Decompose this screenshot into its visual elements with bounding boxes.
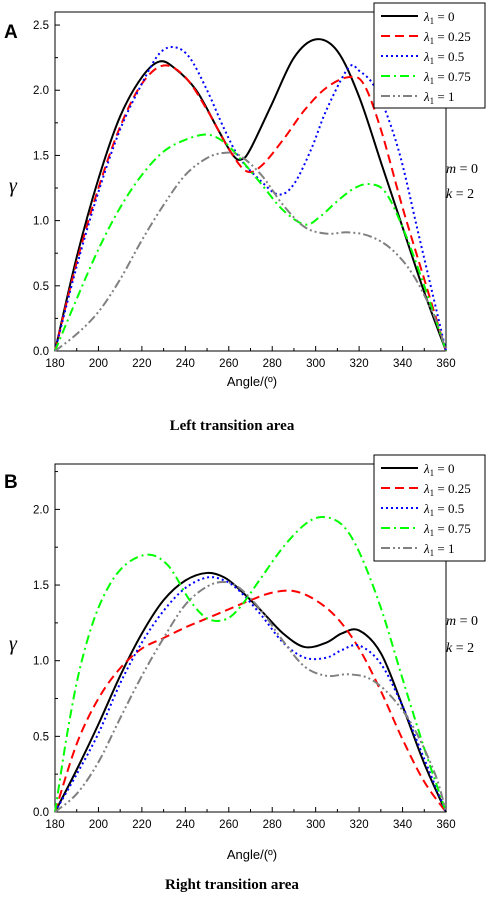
series-line-2	[54, 576, 447, 813]
y-tick-label: 1.0	[33, 216, 49, 228]
y-tick-label: 1.5	[33, 580, 49, 592]
x-tick-label: 180	[45, 819, 64, 831]
x-tick-label: 200	[89, 358, 108, 370]
legend-b: λ1 = 0 λ1 = 0.25 λ1 = 0.5 λ1 = 0.75 λ1 = 1	[373, 454, 486, 562]
x-tick-label: 280	[263, 819, 282, 831]
x-tick-label: 340	[393, 819, 412, 831]
y-axis-label-a: γ	[9, 175, 18, 197]
y-tick-label: 0.0	[33, 807, 49, 819]
x-tick-label: 320	[350, 819, 369, 831]
x-tick-label: 300	[306, 819, 325, 831]
ticks-b: 180 200 220 240 260 280 300 320 340 360 0.0 0.5 1.0 1…	[33, 471, 456, 831]
x-tick-label: 360	[436, 819, 455, 831]
chart-panel-a: A γ 180 200 220 240 260 280 300 320 340 360 0.0 0.5…	[4, 2, 486, 434]
caption-b: Right transition area	[165, 877, 299, 893]
legend-label-4: λ1 = 1	[423, 541, 454, 558]
legend-label-2: λ1 = 0.5	[423, 501, 464, 518]
y-tick-label: 0.5	[33, 281, 49, 293]
ticks-a: 180 200 220 240 260 280 300 320 340 360 0.0 0.5 1.0 1…	[33, 20, 456, 370]
y-tick-label: 1.0	[33, 656, 49, 668]
series-line-2	[54, 46, 447, 352]
legend-label-3: λ1 = 0.75	[423, 521, 471, 538]
series-line-0	[54, 571, 447, 813]
series-a	[54, 38, 447, 352]
x-tick-label: 240	[176, 819, 195, 831]
y-tick-label: 0.0	[33, 346, 49, 358]
panel-label-a: A	[4, 22, 18, 43]
annotation-m-b: m = 0	[446, 614, 478, 629]
series-line-3	[54, 133, 447, 352]
legend-label-1: λ1 = 0.25	[423, 29, 471, 46]
x-tick-label: 260	[219, 819, 238, 831]
x-axis-label-b: Angle/(º)	[227, 847, 277, 862]
x-tick-label: 180	[45, 358, 64, 370]
panel-label-b: B	[4, 472, 18, 493]
y-tick-label: 2.0	[33, 85, 49, 97]
series-b	[54, 515, 447, 813]
legend-label-2: λ1 = 0.5	[423, 49, 464, 66]
legend-label-4: λ1 = 1	[423, 89, 454, 106]
chart-panel-b: B γ 180 200 220 240 260 280 300 320 340 360 0.0 0.5…	[4, 454, 486, 893]
x-tick-label: 300	[306, 358, 325, 370]
series-line-1	[54, 589, 447, 813]
annotation-m-a: m = 0	[446, 162, 478, 177]
x-tick-label: 260	[219, 358, 238, 370]
legend-label-0: λ1 = 0	[423, 461, 454, 478]
x-tick-label: 280	[263, 358, 282, 370]
legend-label-1: λ1 = 0.25	[423, 481, 471, 498]
x-tick-label: 360	[436, 358, 455, 370]
x-axis-label-a: Angle/(º)	[227, 374, 277, 389]
legend-a: λ1 = 0 λ1 = 0.25 λ1 = 0.5 λ1 = 0.75 λ1 = 1	[373, 2, 486, 109]
x-tick-label: 220	[132, 358, 151, 370]
caption-a: Left transition area	[170, 418, 295, 434]
x-tick-label: 320	[350, 358, 369, 370]
y-tick-label: 1.5	[33, 150, 49, 162]
x-tick-label: 200	[89, 819, 108, 831]
y-tick-label: 2.0	[33, 504, 49, 516]
y-tick-label: 0.5	[33, 731, 49, 743]
legend-label-0: λ1 = 0	[423, 9, 454, 26]
legend-label-3: λ1 = 0.75	[423, 69, 471, 86]
series-line-3	[54, 515, 447, 813]
series-line-4	[54, 151, 447, 352]
series-line-0	[54, 38, 447, 352]
annotation-k-a: k = 2	[446, 187, 474, 202]
y-axis-label-b: γ	[9, 633, 18, 655]
x-tick-label: 340	[393, 358, 412, 370]
series-line-1	[54, 64, 447, 352]
x-tick-label: 240	[176, 358, 195, 370]
x-tick-label: 220	[132, 819, 151, 831]
series-line-4	[54, 580, 447, 813]
annotation-k-b: k = 2	[446, 641, 474, 656]
y-tick-label: 2.5	[33, 20, 49, 32]
